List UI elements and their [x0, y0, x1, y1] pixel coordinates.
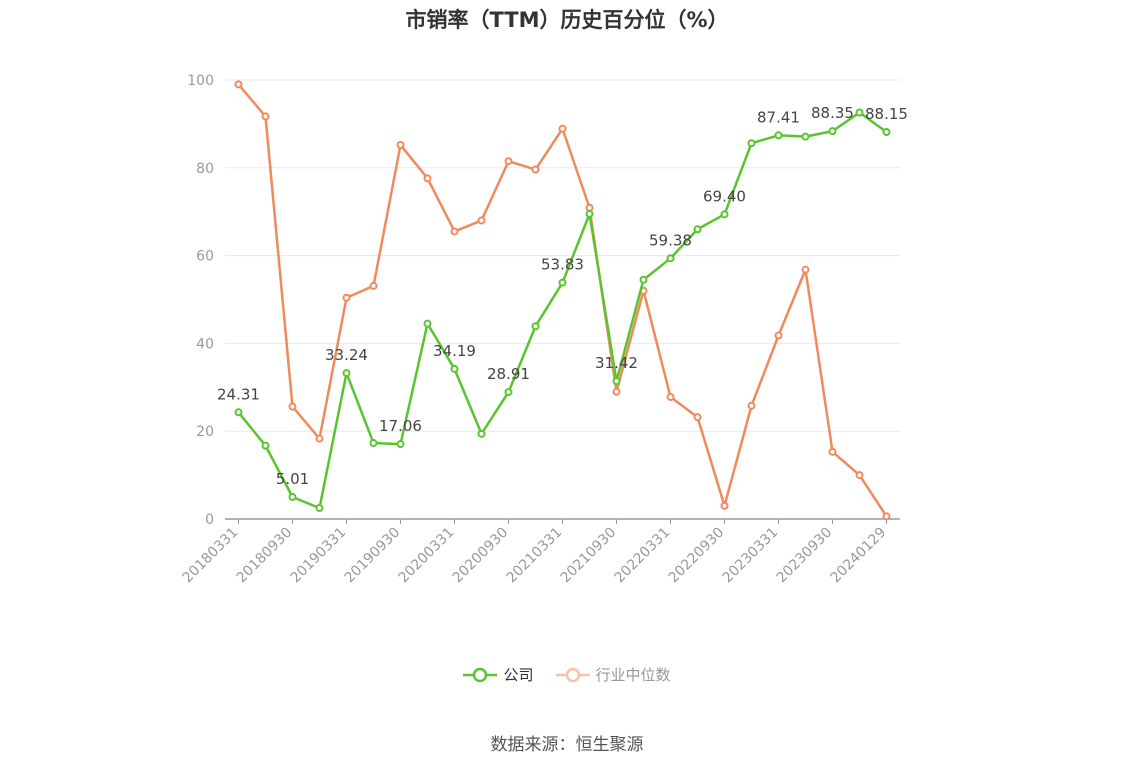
data-point-company	[477, 429, 486, 438]
legend-item-industry[interactable]: 行业中位数	[555, 664, 671, 685]
x-tick-label: 20190331	[288, 525, 350, 587]
data-point-industry	[315, 434, 324, 443]
data-point-company	[342, 369, 351, 378]
data-point-company	[585, 209, 594, 218]
series-line-industry	[237, 83, 888, 518]
x-tick-label: 20210331	[504, 525, 566, 587]
y-tick-label: 80	[196, 161, 214, 177]
data-point-company	[558, 278, 567, 287]
x-tick-label: 20230930	[774, 525, 836, 587]
x-tick-label: 20220331	[612, 525, 674, 587]
data-label: 34.19	[433, 342, 476, 360]
x-tick-label: 20200331	[396, 525, 458, 587]
legend-company-marker-icon	[463, 667, 498, 682]
data-point-company	[720, 210, 729, 219]
data-label: 24.31	[217, 385, 260, 403]
data-label: 88.35	[811, 104, 854, 122]
data-label: 87.41	[757, 108, 800, 126]
data-point-industry	[369, 281, 378, 290]
legend-industry-marker-icon	[555, 667, 590, 682]
x-axis: 2018033120180930201903312019093020200331…	[180, 518, 900, 587]
data-point-company	[828, 127, 837, 136]
data-point-industry	[747, 401, 756, 410]
data-point-industry	[882, 512, 891, 521]
data-point-industry	[288, 402, 297, 411]
data-point-industry	[720, 501, 729, 510]
chart-title: 市销率（TTM）历史百分位（%）	[405, 8, 729, 32]
data-point-company	[882, 128, 891, 137]
x-tick-label: 20210930	[558, 525, 620, 587]
data-point-industry	[504, 157, 513, 166]
data-point-industry	[666, 392, 675, 401]
data-point-company	[288, 493, 297, 502]
x-tick-label: 20200930	[450, 525, 512, 587]
data-point-industry	[693, 413, 702, 422]
data-point-industry	[234, 80, 243, 89]
data-point-company	[261, 441, 270, 450]
data-point-company	[531, 322, 540, 331]
y-tick-label: 60	[196, 249, 214, 265]
data-label: 53.83	[541, 256, 584, 274]
line-chart: 0 20 40 60 80 100 201803312018093020190331201…	[180, 73, 908, 587]
data-label: 31.42	[595, 354, 638, 372]
data-point-company	[855, 108, 864, 117]
data-point-company	[315, 504, 324, 513]
data-point-company	[693, 225, 702, 234]
data-point-company	[612, 377, 621, 386]
data-point-company	[396, 440, 405, 449]
data-point-industry	[828, 447, 837, 456]
data-point-company	[747, 139, 756, 148]
series-company	[234, 108, 891, 513]
data-label: 5.01	[276, 470, 309, 488]
data-point-company	[801, 132, 810, 141]
series-industry	[234, 80, 891, 521]
data-label: 33.24	[325, 346, 368, 364]
data-source: 数据来源：恒生聚源	[490, 735, 644, 755]
data-point-industry	[855, 471, 864, 480]
data-point-industry	[261, 112, 270, 121]
x-tick-label: 20180930	[234, 525, 296, 587]
data-point-industry	[477, 216, 486, 225]
data-labels: 24.31 5.01 33.24 17.06 34.19 28.91 53.83 31.42 5…	[217, 104, 908, 488]
data-point-company	[369, 439, 378, 448]
y-tick-label: 100	[187, 73, 214, 89]
data-label: 88.15	[865, 105, 908, 123]
legend-label-company: 公司	[503, 666, 534, 684]
legend-label-industry: 行业中位数	[595, 666, 671, 684]
legend: 公司 行业中位数	[0, 664, 1134, 685]
data-point-industry	[612, 387, 621, 396]
data-point-industry	[450, 227, 459, 236]
data-point-industry	[423, 174, 432, 183]
y-axis: 0 20 40 60 80 100	[187, 73, 214, 528]
data-point-industry	[558, 124, 567, 133]
x-tick-label: 20220930	[666, 525, 728, 587]
data-point-company	[423, 319, 432, 328]
data-point-company	[774, 131, 783, 140]
x-tick-label: 20240129	[828, 525, 890, 587]
data-label: 59.38	[649, 231, 692, 249]
data-point-industry	[801, 265, 810, 274]
data-label: 69.40	[703, 187, 746, 205]
data-point-industry	[531, 165, 540, 174]
x-tick-label: 20230331	[720, 525, 782, 587]
y-tick-label: 20	[196, 424, 214, 440]
legend-item-company[interactable]: 公司	[463, 664, 534, 685]
data-label: 28.91	[487, 365, 530, 383]
data-point-company	[639, 275, 648, 284]
y-tick-label: 0	[205, 512, 214, 528]
data-point-industry	[342, 293, 351, 302]
data-point-company	[666, 254, 675, 263]
data-point-company	[450, 364, 459, 373]
data-label: 17.06	[379, 417, 422, 435]
data-point-industry	[585, 203, 594, 212]
x-tick-label: 20190930	[342, 525, 404, 587]
data-point-industry	[774, 331, 783, 340]
x-tick-label: 20180331	[180, 525, 242, 587]
y-tick-label: 40	[196, 336, 214, 352]
data-point-company	[234, 408, 243, 417]
data-point-industry	[396, 140, 405, 149]
data-point-company	[504, 388, 513, 397]
